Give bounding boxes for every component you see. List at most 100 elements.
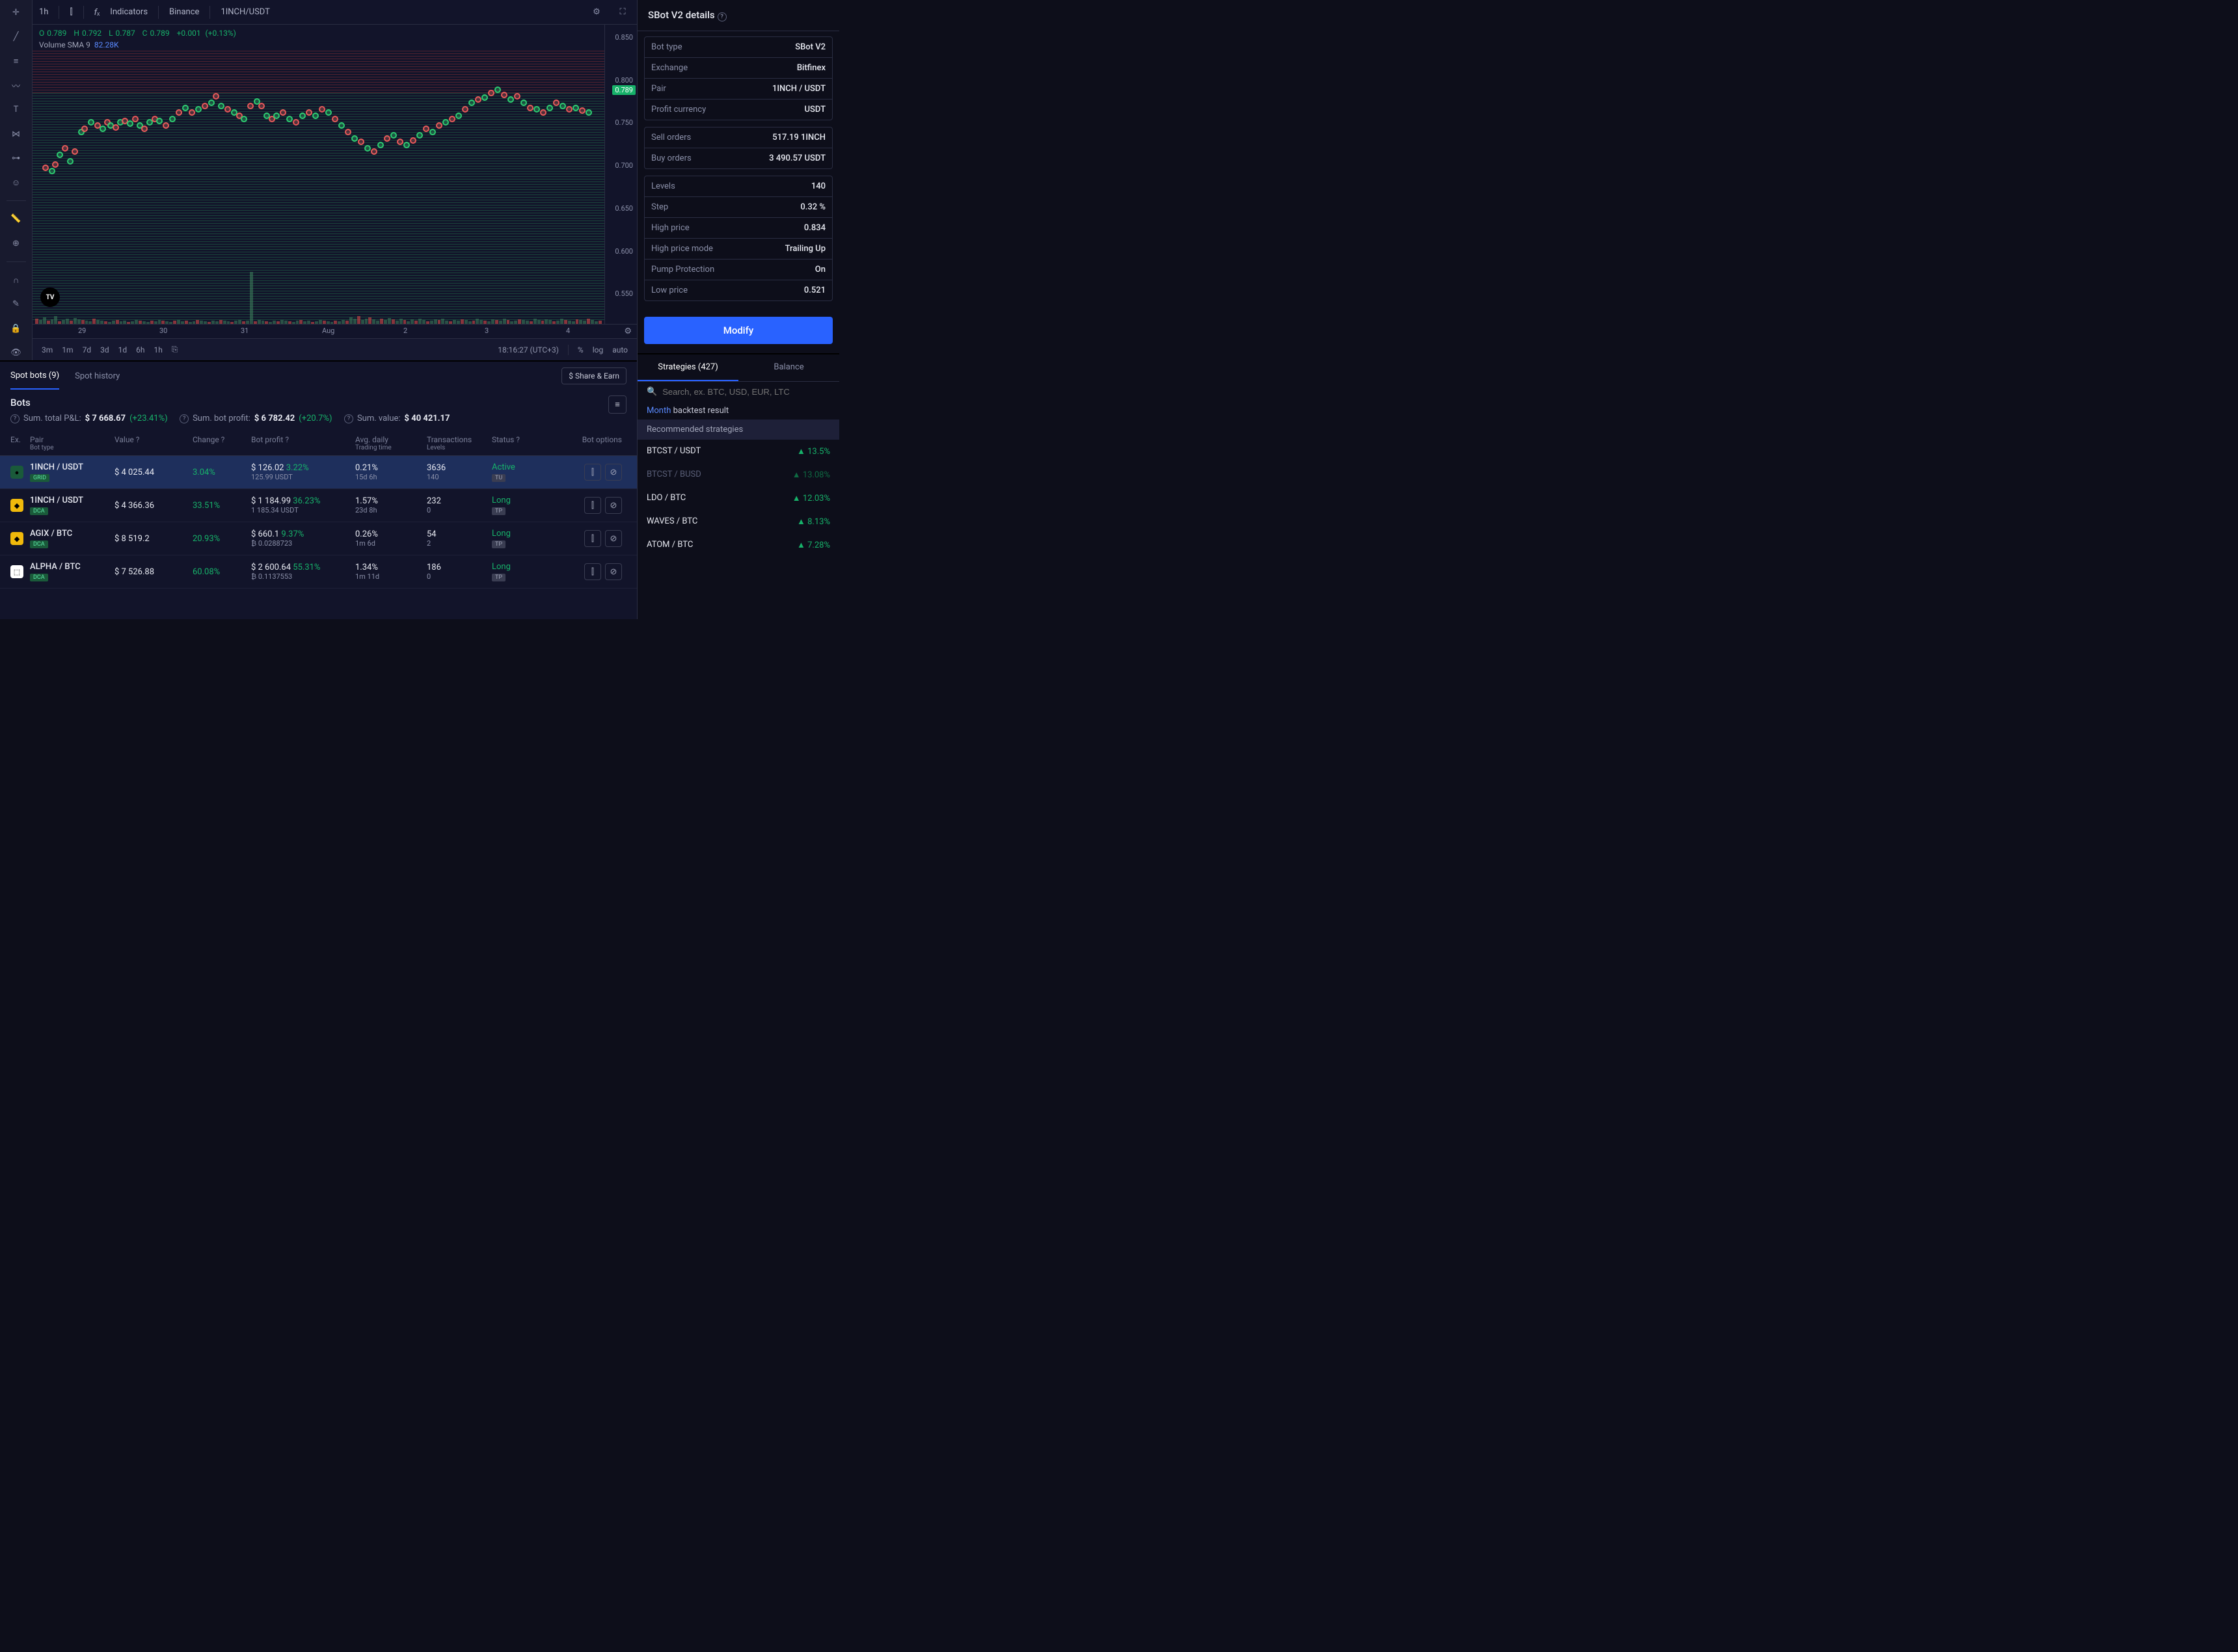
exchange-label[interactable]: Binance bbox=[169, 7, 199, 17]
stop-icon[interactable]: ⊘ bbox=[605, 563, 622, 580]
indicators-button[interactable]: Indicators bbox=[110, 7, 148, 17]
detail-row: Low price0.521 bbox=[645, 280, 832, 300]
x-axis-tick: Aug bbox=[322, 326, 334, 335]
price-marker bbox=[573, 105, 579, 111]
strategy-row[interactable]: BTCST / BUSD▲ 13.08% bbox=[638, 463, 839, 486]
detail-row: Step0.32 % bbox=[645, 196, 832, 217]
axis-log[interactable]: log bbox=[593, 345, 604, 354]
price-marker bbox=[163, 122, 169, 129]
tab-strategies[interactable]: Strategies (427) bbox=[638, 354, 738, 381]
help-icon[interactable]: ? bbox=[10, 414, 20, 423]
settings-icon[interactable]: ⚙ bbox=[589, 5, 604, 20]
bot-pair: AGIX / BTC bbox=[30, 529, 72, 539]
price-marker bbox=[546, 105, 553, 111]
ruler-icon[interactable]: 📏 bbox=[8, 211, 24, 226]
price-marker bbox=[169, 116, 176, 122]
price-marker bbox=[475, 96, 481, 103]
strategy-row[interactable]: BTCST / USDT▲ 13.5% bbox=[638, 440, 839, 463]
strategy-row[interactable]: WAVES / BTC▲ 8.13% bbox=[638, 510, 839, 533]
candles-icon[interactable]: ⫿ bbox=[70, 7, 72, 17]
timeframe-1h[interactable]: 1h bbox=[154, 345, 162, 354]
exchange-icon: ◆ bbox=[10, 532, 23, 545]
price-marker bbox=[527, 105, 533, 111]
bot-row[interactable]: ◆ AGIX / BTCDCA $ 8 519.2 20.93% $ 660.1… bbox=[0, 522, 637, 555]
timeframe-3d[interactable]: 3d bbox=[100, 345, 109, 354]
price-marker bbox=[507, 96, 514, 103]
magnet-icon[interactable]: ∩ bbox=[8, 273, 24, 287]
axis-settings-icon[interactable]: ⚙ bbox=[624, 326, 632, 336]
chart-icon[interactable]: ⫿ bbox=[584, 497, 601, 514]
share-earn-button[interactable]: $ Share & Earn bbox=[561, 367, 627, 384]
price-marker bbox=[416, 132, 423, 139]
text-icon[interactable]: T bbox=[8, 102, 24, 117]
help-icon[interactable]: ? bbox=[718, 12, 727, 21]
timeframe-6h[interactable]: 6h bbox=[136, 345, 144, 354]
interval-select[interactable]: 1h bbox=[39, 7, 48, 17]
goto-icon[interactable]: ⎘ bbox=[172, 345, 178, 354]
price-marker bbox=[540, 109, 546, 116]
timeframe-7d[interactable]: 7d bbox=[83, 345, 92, 354]
eye-icon[interactable]: 👁 bbox=[8, 345, 24, 360]
timeframe-1d[interactable]: 1d bbox=[118, 345, 128, 354]
bot-row[interactable]: ◆ 1INCH / USDTDCA $ 4 366.36 33.51% $ 1 … bbox=[0, 489, 637, 522]
bot-avg: 0.26% bbox=[355, 529, 378, 539]
price-marker bbox=[293, 119, 299, 126]
pair-label[interactable]: 1INCH/USDT bbox=[221, 7, 269, 17]
fx-icon[interactable]: fₓ bbox=[94, 7, 100, 18]
detail-row: High price modeTrailing Up bbox=[645, 238, 832, 259]
fullscreen-icon[interactable]: ⛶ bbox=[615, 5, 630, 20]
clock: 18:16:27 (UTC+3) bbox=[498, 345, 559, 354]
price-marker bbox=[67, 158, 74, 165]
search-icon: 🔍 bbox=[647, 387, 657, 397]
strategy-search-input[interactable] bbox=[662, 387, 830, 397]
axis-pct[interactable]: % bbox=[578, 345, 584, 354]
strategy-search: 🔍 bbox=[638, 382, 839, 402]
chart-icon[interactable]: ⫿ bbox=[584, 563, 601, 580]
volume-readout: Volume SMA 9 82.28K bbox=[39, 40, 119, 49]
price-marker bbox=[88, 119, 94, 126]
y-axis-tick: 0.850 bbox=[615, 33, 633, 42]
pattern-icon[interactable]: ⋈ bbox=[8, 126, 24, 141]
fib-icon[interactable]: ≡ bbox=[8, 54, 24, 69]
help-icon[interactable]: ? bbox=[180, 414, 189, 423]
bot-row[interactable]: ● 1INCH / USDTGRID $ 4 025.44 3.04% $ 12… bbox=[0, 456, 637, 489]
x-axis-tick: 31 bbox=[241, 326, 249, 335]
y-axis-tick: 0.800 bbox=[615, 76, 633, 85]
axis-auto[interactable]: auto bbox=[612, 345, 628, 354]
brush-icon[interactable]: 〰 bbox=[8, 78, 24, 93]
status-badge: TP bbox=[492, 574, 506, 581]
tab-spot-history[interactable]: Spot history bbox=[75, 364, 120, 389]
stop-icon[interactable]: ⊘ bbox=[605, 497, 622, 514]
trendline-icon[interactable]: ╱ bbox=[8, 29, 24, 44]
stop-icon[interactable]: ⊘ bbox=[605, 530, 622, 547]
stop-icon[interactable]: ⊘ bbox=[605, 464, 622, 481]
crosshair-icon[interactable]: ✛ bbox=[8, 5, 24, 20]
chart-icon[interactable]: ⫿ bbox=[584, 530, 601, 547]
edit-icon[interactable]: ✎ bbox=[8, 297, 24, 312]
forecast-icon[interactable]: ⊶ bbox=[8, 151, 24, 166]
lock-icon[interactable]: 🔒 bbox=[8, 321, 24, 336]
zoom-icon[interactable]: ⊕ bbox=[8, 236, 24, 251]
emoji-icon[interactable]: ☺ bbox=[8, 175, 24, 190]
price-marker bbox=[520, 100, 527, 106]
modify-button[interactable]: Modify bbox=[644, 317, 833, 344]
x-axis[interactable]: ⚙ 293031Aug234 bbox=[33, 324, 637, 338]
filter-icon[interactable]: ≡ bbox=[608, 395, 627, 414]
help-icon[interactable]: ? bbox=[344, 414, 353, 423]
timeframe-1m[interactable]: 1m bbox=[62, 345, 73, 354]
bot-row[interactable]: ⬚ ALPHA / BTCDCA $ 7 526.88 60.08% $ 2 6… bbox=[0, 555, 637, 589]
bot-profit: $ 660.1 bbox=[251, 529, 279, 539]
tab-spot-bots[interactable]: Spot bots (9) bbox=[10, 363, 59, 390]
strategy-row[interactable]: ATOM / BTC▲ 7.28% bbox=[638, 533, 839, 557]
chart-icon[interactable]: ⫿ bbox=[584, 464, 601, 481]
drawing-tools-sidebar: ✛ ╱ ≡ 〰 T ⋈ ⊶ ☺ 📏 ⊕ ∩ ✎ 🔒 👁 bbox=[0, 0, 33, 360]
y-axis-tick: 0.700 bbox=[615, 161, 633, 170]
price-marker bbox=[42, 165, 49, 171]
price-chart[interactable]: O0.789 H0.792 L0.787 C0.789 +0.001 (+0.1… bbox=[33, 25, 637, 324]
tab-balance[interactable]: Balance bbox=[738, 354, 839, 381]
bot-avg: 0.21% bbox=[355, 463, 378, 473]
strategy-row[interactable]: LDO / BTC▲ 12.03% bbox=[638, 486, 839, 510]
timeframe-3m[interactable]: 3m bbox=[42, 345, 53, 354]
y-axis[interactable]: 0.8500.8000.7890.7500.7000.6500.6000.550… bbox=[604, 25, 637, 324]
price-marker bbox=[113, 124, 119, 131]
